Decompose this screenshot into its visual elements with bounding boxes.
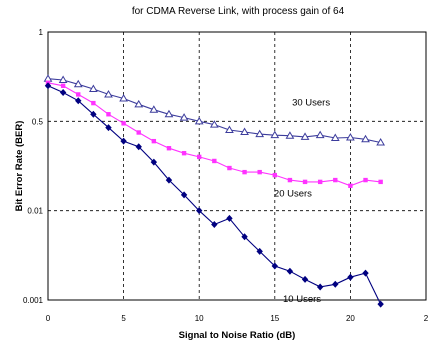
data-point-10-users [105, 124, 112, 132]
data-point-20-users [136, 130, 141, 135]
data-point-10-users [75, 97, 82, 105]
data-point-20-users [287, 177, 293, 183]
data-point-10-users [180, 191, 188, 199]
data-point-20-users [106, 112, 111, 117]
data-point-10-users [377, 300, 384, 308]
data-point-10-users [90, 110, 97, 118]
data-point-30-users [315, 130, 325, 139]
data-point-20-users [242, 169, 247, 175]
data-point-30-users [194, 116, 204, 125]
data-point-30-users [43, 74, 53, 82]
data-point-30-users [376, 137, 386, 146]
series-line-10-users [47, 85, 382, 305]
data-point-20-users [227, 165, 232, 171]
data-point-30-users [255, 129, 265, 138]
data-point-10-users [241, 233, 248, 241]
data-point-30-users [73, 79, 83, 88]
data-point-30-users [346, 132, 355, 141]
series-label-30-users: 30 Users [292, 98, 330, 109]
series-line-30-users [47, 78, 381, 144]
x-tick-label: 15 [270, 314, 279, 323]
data-point-10-users [347, 273, 354, 281]
x-tick-label: 10 [195, 314, 204, 323]
data-point-20-users [272, 172, 277, 178]
grid-lines [48, 32, 426, 300]
data-point-20-users [60, 83, 66, 88]
data-point-10-users [301, 275, 309, 283]
chart-title: for CDMA Reverse Link, with process gain… [132, 6, 345, 17]
data-point-30-users [149, 105, 159, 113]
data-point-30-users [88, 84, 98, 93]
data-point-10-users [196, 207, 203, 215]
data-point-10-users [211, 221, 218, 229]
data-point-20-users [91, 100, 96, 106]
data-point-10-users [150, 158, 158, 166]
data-point-20-users [76, 92, 81, 97]
data-point-20-users [166, 146, 172, 151]
data-point-10-users [120, 137, 127, 145]
y-tick-label: 0.01 [27, 207, 43, 216]
data-point-10-users [362, 269, 369, 277]
data-point-10-users [135, 143, 142, 151]
data-point-30-users [164, 109, 174, 118]
data-point-20-users [317, 179, 323, 185]
x-tick-label: 0 [46, 314, 51, 323]
series-label-20-users: 20 Users [274, 188, 312, 199]
data-point-30-users [330, 133, 340, 142]
data-point-20-users [348, 183, 353, 188]
data-point-20-users [212, 158, 217, 164]
series-line-20-users [47, 82, 381, 187]
data-point-20-users [121, 121, 126, 126]
data-point-10-users [286, 267, 294, 275]
data-point-30-users [225, 125, 234, 133]
data-point-20-users [363, 177, 368, 183]
data-point-20-users [378, 179, 383, 185]
data-point-20-users [333, 177, 338, 183]
data-point-30-users [240, 127, 249, 135]
x-tick-label: 5 [121, 314, 126, 323]
data-point-30-users [179, 113, 189, 121]
series-group [43, 74, 386, 308]
series-labels: 30 Users 20 Users 10 Users [274, 98, 330, 305]
x-tick-label: 2 [424, 314, 429, 323]
data-point-20-users [151, 138, 157, 144]
data-point-20-users [197, 154, 202, 160]
y-axis-label: Bit Error Rate (BER) [14, 121, 25, 212]
plot-frame [47, 31, 427, 301]
data-point-10-users [165, 176, 173, 184]
y-tick-label: 1 [39, 28, 44, 37]
y-tick-labels: 0.001 0.01 0.5 1 [23, 28, 44, 305]
data-point-10-users [226, 214, 233, 222]
data-point-20-users [302, 179, 308, 185]
y-tick-label: 0.001 [23, 296, 44, 305]
data-point-10-users [59, 89, 67, 97]
y-tick-label: 0.5 [32, 117, 44, 126]
data-point-30-users [58, 75, 68, 84]
data-point-20-users [181, 150, 187, 156]
series-label-10-users: 10 Users [283, 294, 321, 305]
data-point-30-users [209, 120, 219, 128]
data-point-20-users [257, 169, 262, 175]
data-point-30-users [300, 132, 310, 140]
data-point-10-users [332, 280, 339, 288]
x-tick-label: 20 [346, 314, 355, 323]
data-point-30-users [119, 94, 128, 102]
x-tick-labels: 0 5 10 15 20 2 [46, 314, 429, 323]
x-axis-label: Signal to Noise Ratio (dB) [179, 330, 296, 341]
data-point-30-users [104, 89, 113, 98]
data-point-10-users [256, 247, 263, 255]
data-point-10-users [271, 262, 278, 270]
data-point-30-users [134, 99, 144, 108]
data-point-30-users [285, 131, 295, 139]
data-point-30-users [270, 130, 280, 139]
data-point-10-users [316, 283, 324, 291]
data-point-10-users [44, 82, 52, 90]
data-point-30-users [361, 134, 370, 143]
